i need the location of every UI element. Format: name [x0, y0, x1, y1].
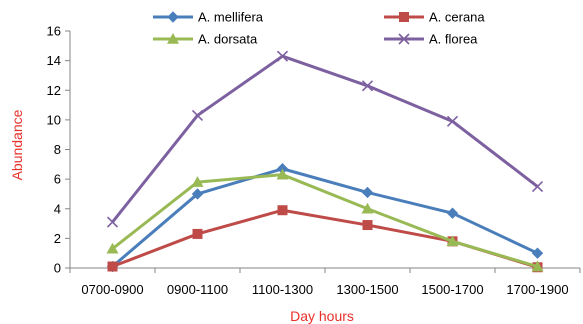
- legend-label: A. florea: [429, 32, 478, 47]
- y-tick-label: 16: [47, 24, 61, 39]
- x-tick-label: 1300-1500: [336, 282, 398, 297]
- data-point: [399, 12, 409, 22]
- data-point: [531, 180, 544, 193]
- data-point: [531, 247, 544, 259]
- legend-label: A. cerana: [429, 10, 485, 25]
- series-line: [111, 54, 539, 224]
- x-axis-title: Day hours: [290, 308, 354, 324]
- x-tick-label: 1700-1900: [506, 282, 568, 297]
- data-point: [167, 33, 179, 44]
- y-tick-label: 10: [47, 112, 61, 127]
- legend-entry: A. mellifera: [153, 10, 264, 25]
- data-point: [191, 188, 204, 200]
- data-point: [107, 261, 118, 272]
- data-point: [167, 11, 179, 23]
- y-tick-label: 12: [47, 83, 61, 98]
- x-tick-label: 1100-1300: [252, 282, 313, 297]
- y-axis-title: Abundance: [9, 109, 25, 180]
- y-tick-label: 8: [54, 142, 61, 157]
- legend-label: A. mellifera: [198, 10, 264, 25]
- y-axis: 0 2 4 6 8 10 12 14 16: [47, 24, 71, 276]
- x-tick-label: 0900-1100: [167, 282, 228, 297]
- data-point: [276, 50, 289, 62]
- legend: A. mellifera A. cerana A. dorsata A. florea: [153, 10, 485, 47]
- data-point: [191, 109, 204, 121]
- legend-entry: A. cerana: [384, 10, 485, 25]
- x-tick-label: 0700-0900: [81, 282, 143, 297]
- series-3: [106, 50, 544, 228]
- data-point: [361, 186, 374, 199]
- data-point: [106, 242, 119, 254]
- data-point: [361, 202, 374, 214]
- y-tick-label: 6: [54, 172, 61, 187]
- series-lines: [106, 50, 544, 273]
- series-line: [111, 167, 539, 268]
- series-2: [106, 168, 544, 272]
- data-point: [446, 235, 459, 247]
- x-axis: 0700-0900 0900-1100 1100-1300 1300-1500 1500…: [69, 267, 581, 297]
- x-tick-label: 1500-1700: [421, 282, 483, 297]
- series-line: [111, 208, 538, 269]
- legend-entry: A. dorsata: [153, 32, 258, 47]
- data-point: [361, 80, 374, 92]
- data-point: [192, 228, 203, 239]
- data-point: [398, 33, 410, 45]
- data-point: [277, 205, 288, 216]
- y-tick-label: 2: [54, 231, 61, 246]
- y-tick-label: 4: [54, 201, 61, 216]
- data-point: [446, 207, 459, 219]
- legend-entry: A. florea: [384, 32, 478, 47]
- data-point: [276, 168, 289, 180]
- y-tick-label: 0: [54, 261, 61, 276]
- data-point: [531, 260, 544, 272]
- data-point: [362, 220, 373, 231]
- data-point: [446, 115, 459, 127]
- y-tick-label: 14: [47, 53, 61, 68]
- series-line: [111, 173, 538, 268]
- legend-label: A. dorsata: [198, 32, 258, 47]
- data-point: [191, 176, 204, 187]
- data-point: [106, 216, 119, 228]
